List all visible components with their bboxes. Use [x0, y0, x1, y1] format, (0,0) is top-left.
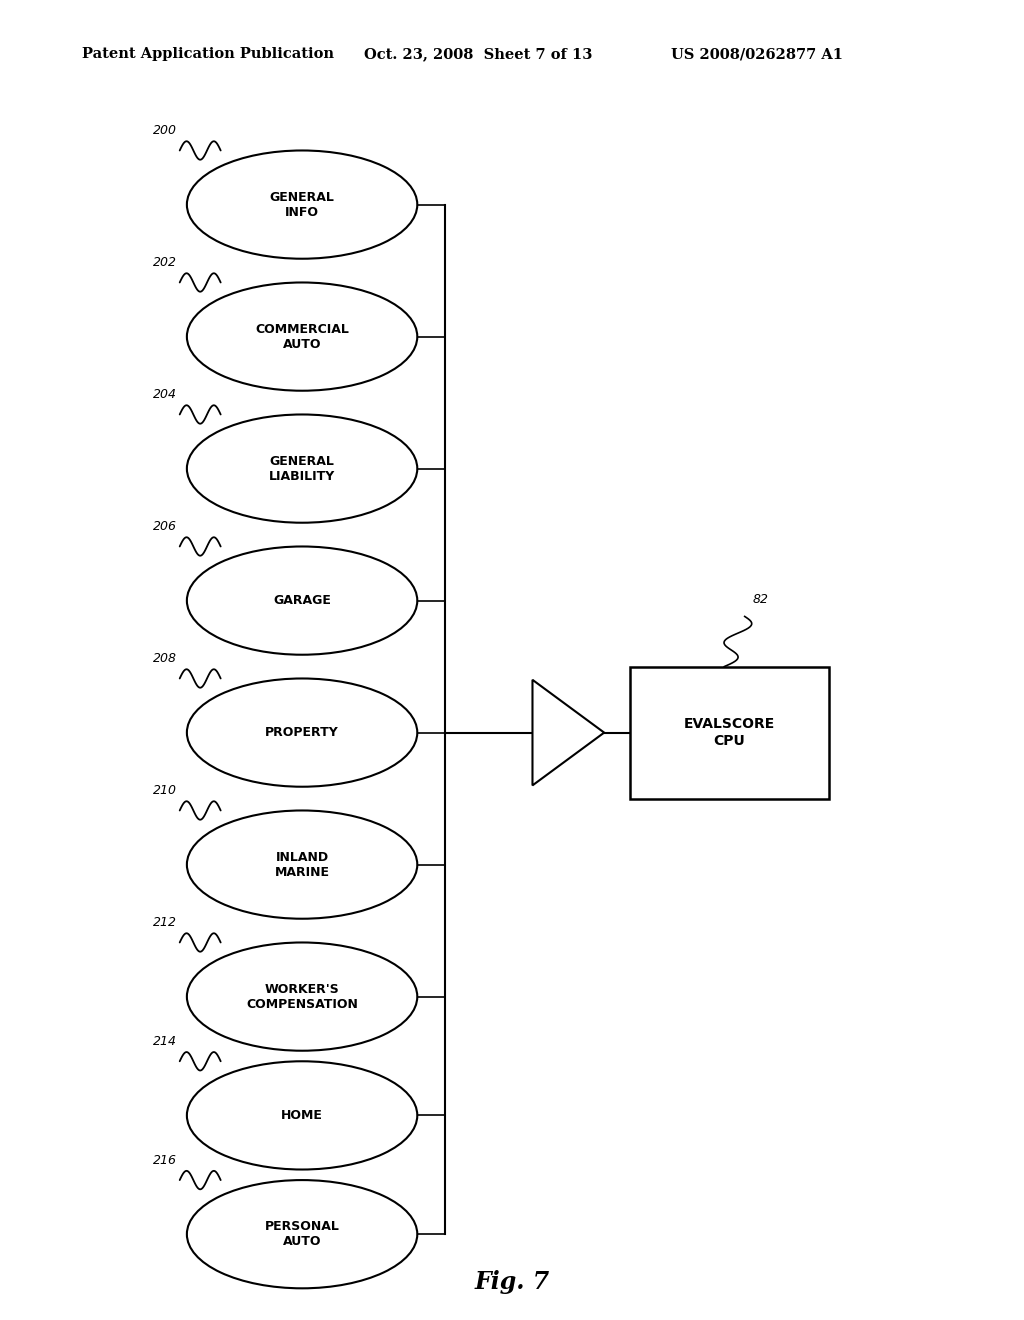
Text: 204: 204	[153, 388, 176, 401]
Ellipse shape	[186, 1180, 418, 1288]
Polygon shape	[532, 680, 604, 785]
Text: 210: 210	[153, 784, 176, 797]
Text: Oct. 23, 2008  Sheet 7 of 13: Oct. 23, 2008 Sheet 7 of 13	[364, 48, 592, 61]
FancyBboxPatch shape	[630, 667, 829, 799]
Text: 214: 214	[153, 1035, 176, 1048]
Ellipse shape	[186, 414, 418, 523]
Text: 206: 206	[153, 520, 176, 533]
Text: US 2008/0262877 A1: US 2008/0262877 A1	[671, 48, 843, 61]
Text: WORKER'S
COMPENSATION: WORKER'S COMPENSATION	[246, 982, 358, 1011]
Text: Fig. 7: Fig. 7	[474, 1270, 550, 1294]
Text: COMMERCIAL
AUTO: COMMERCIAL AUTO	[255, 322, 349, 351]
Text: 202: 202	[153, 256, 176, 269]
Text: EVALSCORE
CPU: EVALSCORE CPU	[684, 718, 775, 747]
Text: 208: 208	[153, 652, 176, 665]
Text: PERSONAL
AUTO: PERSONAL AUTO	[264, 1220, 340, 1249]
Text: INLAND
MARINE: INLAND MARINE	[274, 850, 330, 879]
Ellipse shape	[186, 678, 418, 787]
Text: GENERAL
LIABILITY: GENERAL LIABILITY	[269, 454, 335, 483]
Text: PROPERTY: PROPERTY	[265, 726, 339, 739]
Ellipse shape	[186, 810, 418, 919]
Text: 216: 216	[153, 1154, 176, 1167]
Text: GENERAL
INFO: GENERAL INFO	[269, 190, 335, 219]
Text: 200: 200	[153, 124, 176, 137]
Text: GARAGE: GARAGE	[273, 594, 331, 607]
Text: Patent Application Publication: Patent Application Publication	[82, 48, 334, 61]
Text: 82: 82	[753, 593, 769, 606]
Ellipse shape	[186, 546, 418, 655]
Ellipse shape	[186, 282, 418, 391]
Text: 212: 212	[153, 916, 176, 929]
Ellipse shape	[186, 1061, 418, 1170]
Ellipse shape	[186, 150, 418, 259]
Text: HOME: HOME	[282, 1109, 323, 1122]
Ellipse shape	[186, 942, 418, 1051]
